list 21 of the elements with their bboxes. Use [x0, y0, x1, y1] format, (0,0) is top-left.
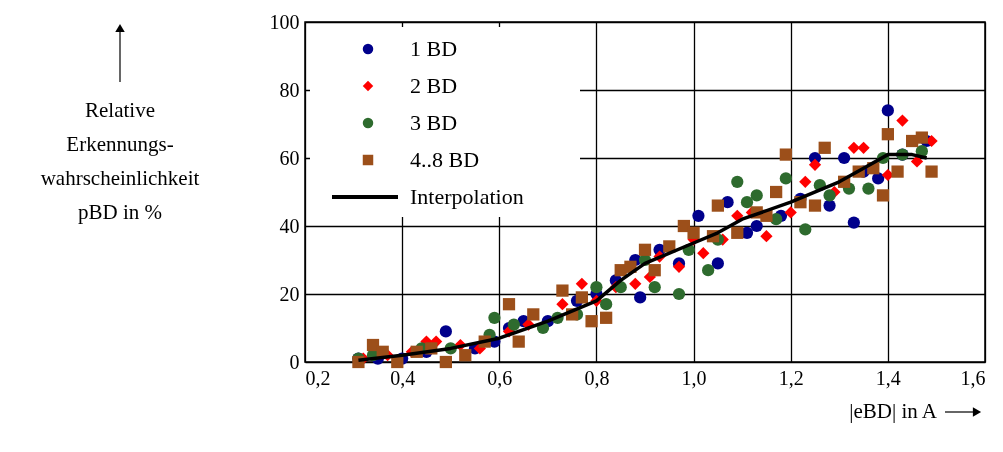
x-tick-label: 0,8	[584, 366, 610, 389]
y-tick-label: 20	[279, 282, 300, 305]
x-tick-label: 1,2	[778, 366, 804, 389]
y-tick-label: 80	[279, 78, 300, 101]
y-tick-label: 60	[279, 146, 300, 169]
x-tick-label: 1,0	[681, 366, 707, 389]
y-axis-title: Relative Erkennungs- wahrscheinlichkeit pBD in %	[40, 98, 200, 224]
legend-label: 3 BD	[410, 110, 458, 135]
y-tick-label: 100	[269, 10, 300, 33]
legend-label: 1 BD	[410, 36, 458, 61]
legend-label: 4..8 BD	[410, 147, 480, 172]
legend-label: Interpolation	[410, 184, 524, 209]
x-tick-label: 0,6	[487, 366, 513, 389]
x-tick-label: 1,4	[875, 366, 901, 389]
x-tick-label: 0,4	[390, 366, 416, 389]
legend-label: 2 BD	[410, 73, 458, 98]
y-tick-label: 40	[279, 214, 300, 237]
x-axis-title: |eBD| in A	[849, 399, 938, 423]
x-tick-label: 1,6	[960, 366, 986, 389]
y-tick-label: 0	[289, 350, 300, 373]
x-tick-label: 0,2	[305, 366, 331, 389]
